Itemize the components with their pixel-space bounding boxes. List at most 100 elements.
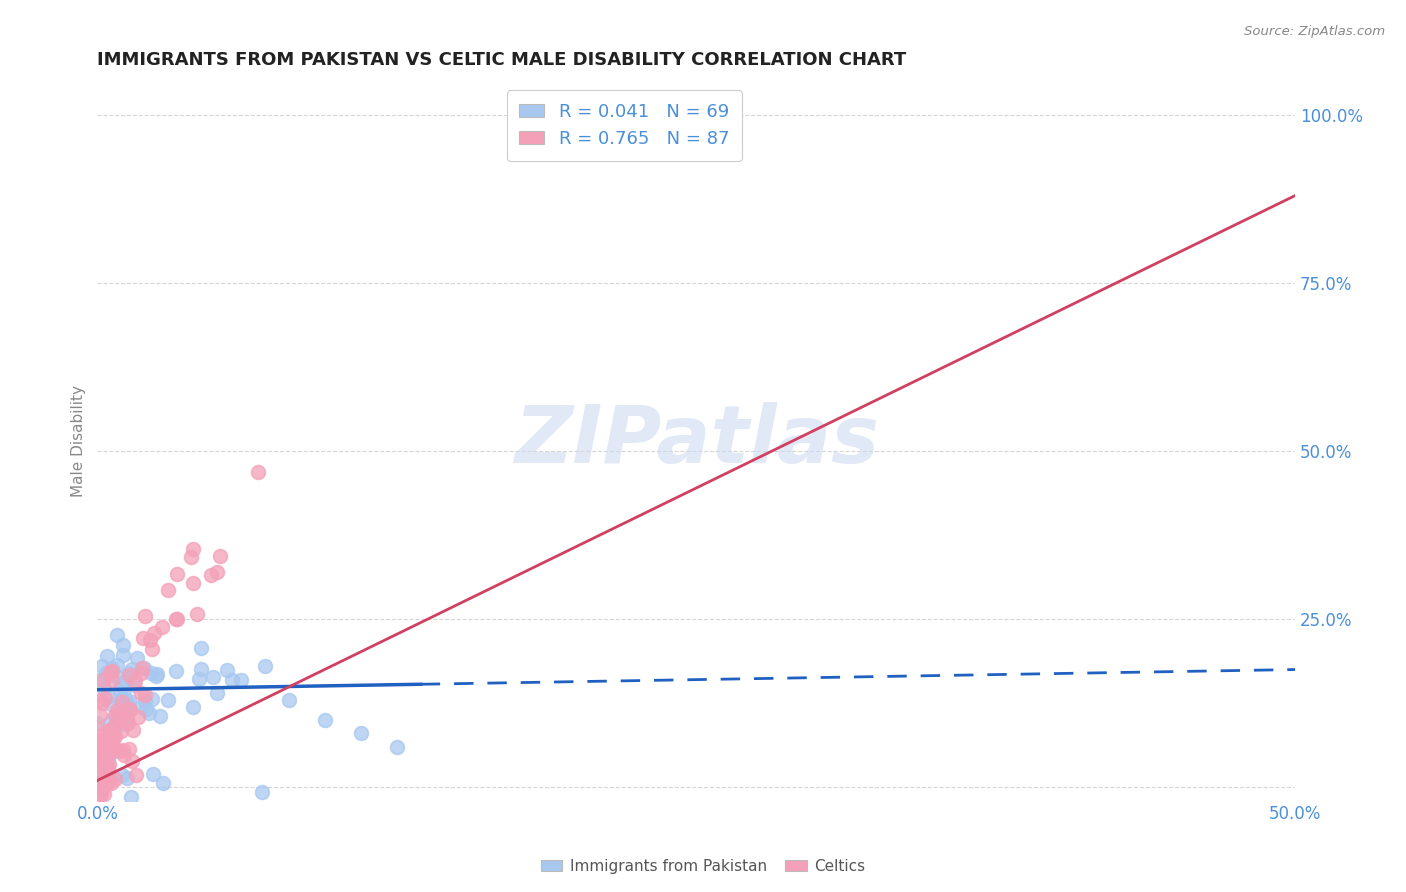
Point	[93, 682, 115, 697]
Point	[118, 699, 141, 714]
Point	[90, 746, 112, 760]
Point	[114, 673, 136, 688]
Point	[90, 659, 112, 673]
Point	[124, 768, 146, 782]
Point	[150, 620, 173, 634]
Point	[110, 686, 132, 700]
Point	[134, 694, 156, 708]
Point	[111, 695, 134, 709]
Point	[129, 700, 152, 714]
Point	[215, 663, 238, 677]
Point	[114, 716, 136, 731]
Point	[385, 739, 408, 754]
Point	[87, 723, 110, 737]
Point	[103, 719, 125, 733]
Point	[89, 738, 111, 752]
Point	[120, 790, 142, 805]
Point	[129, 685, 152, 699]
Point	[188, 672, 211, 686]
Point	[91, 673, 114, 687]
Point	[141, 642, 163, 657]
Point	[121, 662, 143, 676]
Point	[314, 713, 336, 727]
Point	[103, 722, 125, 736]
Point	[96, 649, 118, 664]
Point	[93, 744, 115, 758]
Point	[111, 768, 134, 782]
Point	[90, 696, 112, 710]
Point	[205, 686, 228, 700]
Point	[86, 753, 108, 767]
Point	[89, 708, 111, 723]
Point	[94, 731, 117, 745]
Point	[149, 709, 172, 723]
Point	[135, 702, 157, 716]
Point	[93, 787, 115, 801]
Point	[125, 651, 148, 665]
Point	[166, 567, 188, 582]
Point	[89, 761, 111, 775]
Point	[118, 666, 141, 681]
Text: ZIPatlas: ZIPatlas	[513, 402, 879, 480]
Point	[86, 741, 108, 756]
Legend: Immigrants from Pakistan, Celtics: Immigrants from Pakistan, Celtics	[534, 853, 872, 880]
Point	[186, 607, 208, 622]
Point	[117, 715, 139, 730]
Point	[89, 747, 111, 761]
Point	[97, 724, 120, 739]
Point	[91, 735, 114, 749]
Point	[201, 670, 224, 684]
Point	[103, 744, 125, 758]
Point	[86, 716, 108, 731]
Point	[118, 702, 141, 716]
Point	[90, 738, 112, 752]
Point	[112, 747, 135, 762]
Point	[110, 744, 132, 758]
Point	[87, 673, 110, 687]
Point	[90, 768, 112, 782]
Point	[97, 690, 120, 704]
Point	[97, 724, 120, 739]
Point	[134, 609, 156, 624]
Point	[114, 713, 136, 727]
Point	[247, 465, 270, 479]
Point	[190, 640, 212, 655]
Point	[278, 693, 301, 707]
Point	[117, 668, 139, 682]
Point	[87, 755, 110, 769]
Point	[97, 763, 120, 777]
Point	[142, 767, 165, 781]
Point	[98, 665, 121, 680]
Point	[112, 638, 135, 652]
Point	[94, 778, 117, 792]
Point	[112, 689, 135, 703]
Point	[108, 708, 131, 723]
Point	[97, 756, 120, 771]
Point	[90, 772, 112, 786]
Point	[165, 664, 187, 678]
Point	[90, 782, 112, 797]
Point	[145, 669, 167, 683]
Point	[101, 673, 124, 687]
Point	[104, 772, 127, 787]
Point	[94, 691, 117, 706]
Point	[200, 568, 222, 582]
Point	[89, 692, 111, 706]
Text: Source: ZipAtlas.com: Source: ZipAtlas.com	[1244, 25, 1385, 38]
Point	[96, 740, 118, 755]
Point	[97, 773, 120, 788]
Point	[134, 688, 156, 702]
Point	[229, 673, 252, 687]
Point	[180, 550, 202, 565]
Point	[110, 724, 132, 739]
Point	[122, 678, 145, 692]
Point	[129, 666, 152, 681]
Point	[166, 612, 188, 626]
Point	[110, 712, 132, 726]
Point	[100, 698, 122, 712]
Point	[139, 666, 162, 681]
Point	[190, 663, 212, 677]
Point	[89, 772, 111, 787]
Point	[350, 726, 373, 740]
Point	[165, 612, 187, 626]
